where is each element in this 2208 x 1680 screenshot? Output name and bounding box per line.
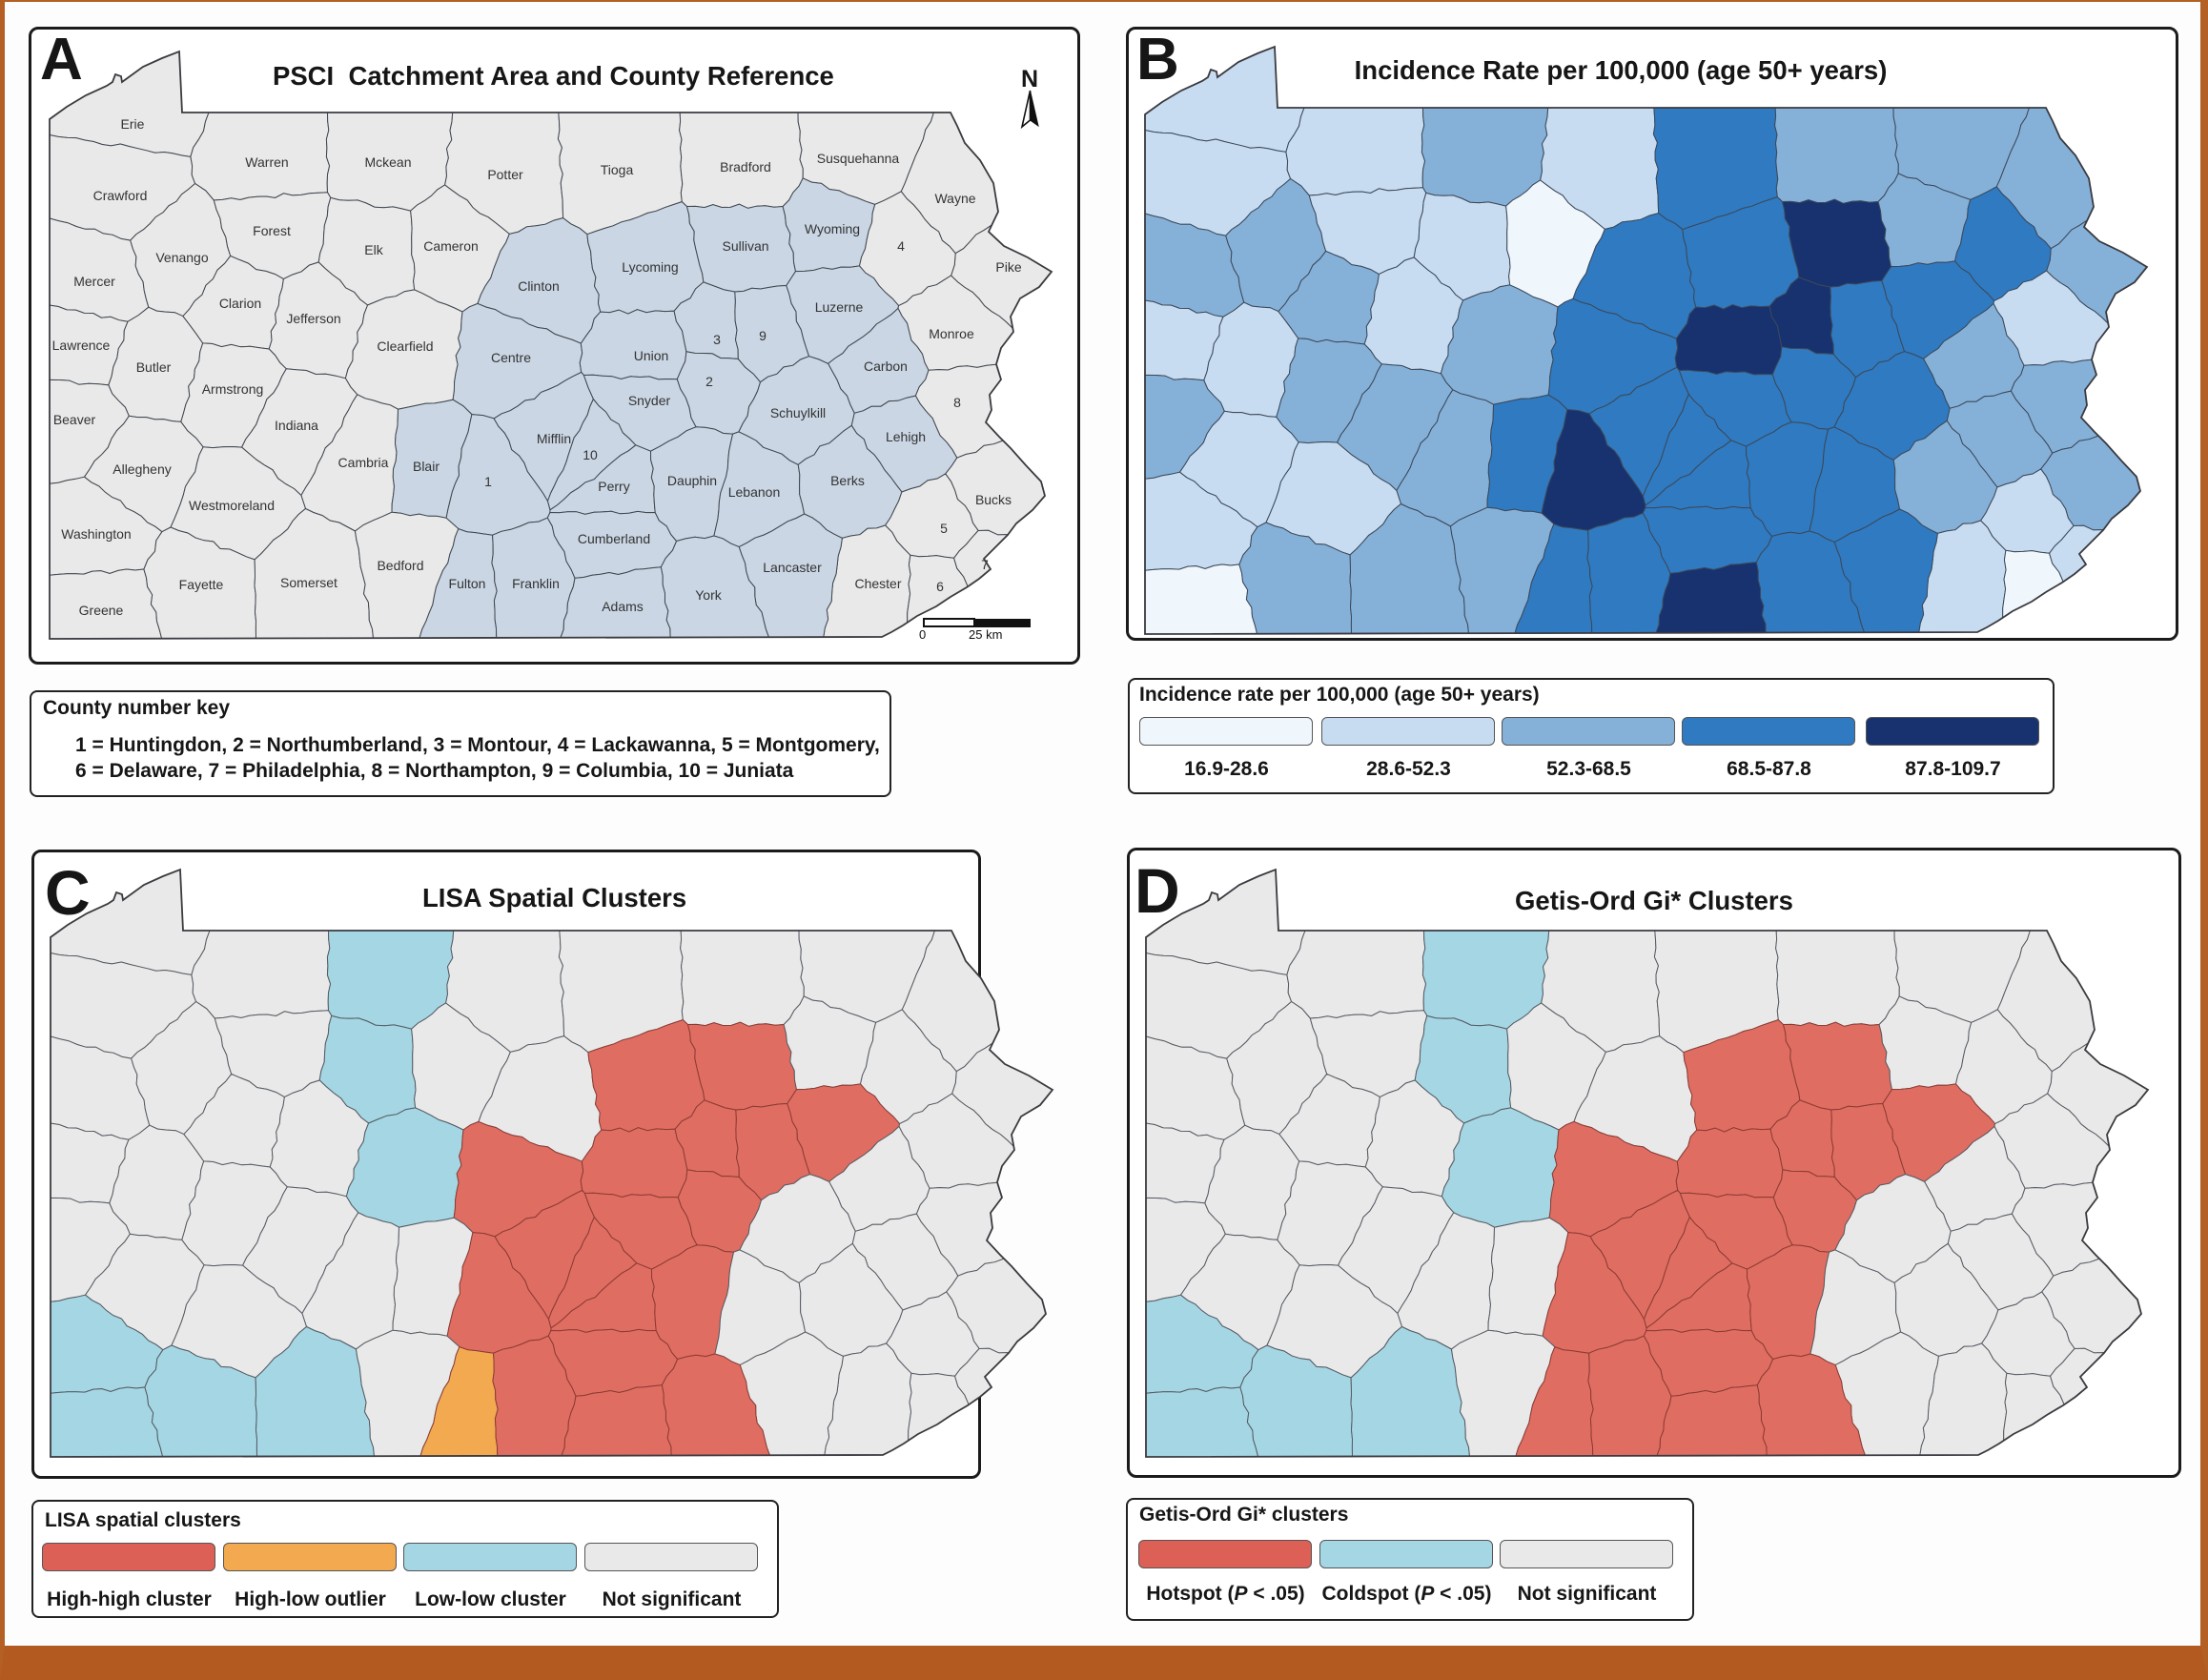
svg-text:7: 7 bbox=[981, 557, 989, 572]
svg-text:Lebanon: Lebanon bbox=[728, 484, 781, 500]
svg-text:Lawrence: Lawrence bbox=[52, 338, 111, 353]
svg-text:Beaver: Beaver bbox=[53, 412, 96, 427]
svg-text:Fayette: Fayette bbox=[179, 577, 224, 592]
svg-text:Erie: Erie bbox=[121, 116, 145, 132]
svg-text:Fulton: Fulton bbox=[449, 576, 486, 591]
svg-text:Cambria: Cambria bbox=[338, 455, 389, 470]
svg-text:Bedford: Bedford bbox=[377, 558, 423, 573]
svg-text:Allegheny: Allegheny bbox=[112, 461, 172, 477]
svg-text:Monroe: Monroe bbox=[929, 326, 974, 341]
svg-text:Potter: Potter bbox=[487, 167, 523, 182]
svg-text:Susquehanna: Susquehanna bbox=[817, 151, 900, 166]
svg-text:Perry: Perry bbox=[598, 479, 629, 494]
svg-text:Greene: Greene bbox=[79, 603, 124, 618]
svg-text:9: 9 bbox=[759, 328, 767, 343]
svg-text:Luzerne: Luzerne bbox=[815, 299, 864, 315]
svg-text:Elk: Elk bbox=[364, 242, 383, 257]
svg-text:Washington: Washington bbox=[61, 526, 131, 542]
svg-text:Forest: Forest bbox=[253, 223, 291, 238]
svg-text:Wyoming: Wyoming bbox=[805, 221, 860, 236]
svg-text:Crawford: Crawford bbox=[93, 188, 148, 203]
svg-text:Jefferson: Jefferson bbox=[286, 311, 340, 326]
svg-text:Venango: Venango bbox=[155, 250, 208, 265]
svg-text:Clinton: Clinton bbox=[518, 278, 560, 294]
svg-text:6: 6 bbox=[936, 579, 944, 594]
svg-text:Westmoreland: Westmoreland bbox=[189, 498, 275, 513]
svg-text:Centre: Centre bbox=[491, 350, 531, 365]
svg-text:4: 4 bbox=[897, 238, 905, 254]
svg-text:Dauphin: Dauphin bbox=[667, 473, 717, 488]
svg-text:Clarion: Clarion bbox=[219, 296, 261, 311]
svg-text:Pike: Pike bbox=[995, 259, 1021, 275]
svg-text:Lycoming: Lycoming bbox=[622, 259, 678, 275]
svg-text:5: 5 bbox=[940, 521, 948, 536]
svg-text:Mckean: Mckean bbox=[364, 154, 411, 170]
svg-text:Mifflin: Mifflin bbox=[537, 431, 571, 446]
svg-text:Warren: Warren bbox=[245, 154, 288, 170]
svg-text:York: York bbox=[695, 587, 723, 603]
svg-text:Armstrong: Armstrong bbox=[202, 381, 264, 397]
svg-text:Blair: Blair bbox=[413, 459, 440, 474]
svg-text:Tioga: Tioga bbox=[601, 162, 634, 177]
svg-text:10: 10 bbox=[583, 447, 598, 462]
svg-text:Cameron: Cameron bbox=[423, 238, 479, 254]
svg-text:Cumberland: Cumberland bbox=[578, 531, 650, 546]
svg-text:Chester: Chester bbox=[854, 576, 901, 591]
svg-text:Lancaster: Lancaster bbox=[763, 560, 822, 575]
svg-text:Schuylkill: Schuylkill bbox=[770, 405, 826, 420]
svg-text:Wayne: Wayne bbox=[934, 191, 975, 206]
svg-text:Franklin: Franklin bbox=[512, 576, 560, 591]
svg-text:Carbon: Carbon bbox=[864, 359, 908, 374]
svg-text:1: 1 bbox=[484, 474, 492, 489]
svg-text:Snyder: Snyder bbox=[628, 393, 671, 408]
svg-text:Bradford: Bradford bbox=[720, 159, 771, 174]
svg-text:2: 2 bbox=[705, 374, 713, 389]
svg-text:Mercer: Mercer bbox=[73, 274, 115, 289]
svg-text:8: 8 bbox=[953, 395, 961, 410]
svg-text:Union: Union bbox=[634, 348, 669, 363]
svg-text:Bucks: Bucks bbox=[975, 492, 1012, 507]
svg-text:Indiana: Indiana bbox=[275, 418, 318, 433]
svg-text:Sullivan: Sullivan bbox=[722, 238, 768, 254]
svg-text:Adams: Adams bbox=[602, 599, 644, 614]
svg-text:3: 3 bbox=[713, 332, 721, 347]
svg-text:Somerset: Somerset bbox=[280, 575, 337, 590]
svg-text:Berks: Berks bbox=[830, 473, 865, 488]
svg-text:Lehigh: Lehigh bbox=[886, 429, 926, 444]
svg-text:Butler: Butler bbox=[136, 359, 172, 375]
svg-text:Clearfield: Clearfield bbox=[377, 338, 433, 354]
